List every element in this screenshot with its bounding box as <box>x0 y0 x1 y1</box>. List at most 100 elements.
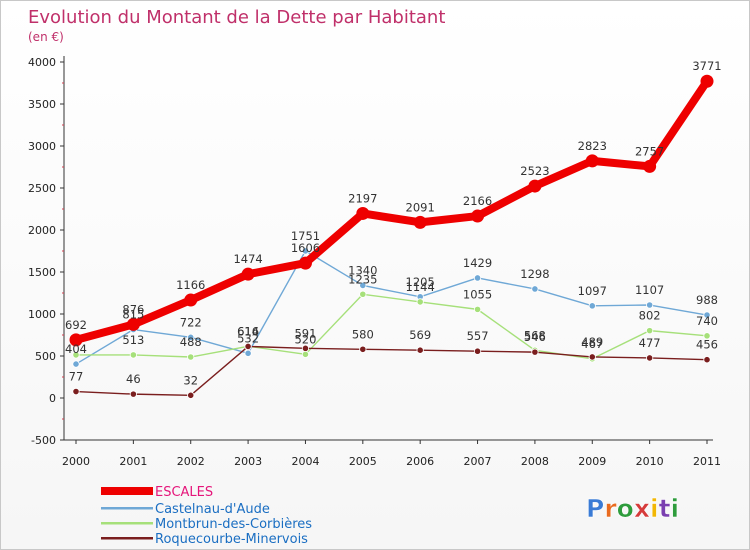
x-tick-label: 2005 <box>349 455 377 468</box>
data-point <box>359 345 367 353</box>
data-point <box>301 344 310 352</box>
legend-label: Castelnau-d'Aude <box>155 502 270 517</box>
y-tick-label: 3000 <box>28 140 56 153</box>
y-tick-label: 500 <box>35 350 56 363</box>
series-line <box>75 293 708 360</box>
data-label: 988 <box>696 293 718 307</box>
data-point <box>244 342 252 351</box>
y-tick-label: -500 <box>31 434 56 447</box>
data-label: 488 <box>180 335 202 349</box>
data-point <box>241 267 255 281</box>
series-line <box>72 77 711 344</box>
data-point <box>646 354 654 362</box>
data-label: 467 <box>581 337 603 351</box>
axes: -500 0 500 1000 1500 2000 2500 3000 3500 4000 2000… <box>28 56 721 468</box>
legend-label: Montbrun-des-Corbières <box>155 517 312 532</box>
data-labels: 404 815 722 532 1751 1340 1205 1429 1298 1097 1107… <box>65 59 722 387</box>
data-label: 546 <box>524 330 546 344</box>
data-point <box>187 353 195 361</box>
data-label: 569 <box>409 328 431 342</box>
legend-swatch <box>101 522 153 525</box>
series-lines <box>72 77 711 397</box>
y-tick-label: 0 <box>49 392 56 405</box>
data-label: 1751 <box>291 229 320 243</box>
y-tick-label: 3500 <box>28 98 56 111</box>
data-label: 1144 <box>406 280 435 294</box>
x-tick-label: 2007 <box>464 455 492 468</box>
data-point <box>413 215 427 229</box>
data-label: 2823 <box>578 139 607 153</box>
data-point <box>588 302 596 310</box>
data-label: 802 <box>639 309 661 323</box>
legend-swatch <box>101 537 153 540</box>
data-label: 1107 <box>635 283 664 297</box>
legend-label: ESCALES <box>155 485 213 500</box>
data-point <box>416 298 424 306</box>
data-label: 513 <box>122 333 144 347</box>
data-point <box>301 247 310 255</box>
data-label: 815 <box>122 308 144 322</box>
legend-swatch <box>101 507 153 510</box>
data-point <box>700 74 714 88</box>
data-label: 532 <box>237 331 259 345</box>
data-point <box>528 179 542 193</box>
data-label: 591 <box>294 326 316 340</box>
data-label: 740 <box>696 314 718 328</box>
data-label: 1606 <box>291 241 320 255</box>
y-tick-label: 1500 <box>28 266 56 279</box>
data-label: 477 <box>639 336 661 350</box>
y-tick-label: 2000 <box>28 224 56 237</box>
data-label: 520 <box>294 332 316 346</box>
data-point <box>356 206 370 220</box>
data-label: 614 <box>237 324 259 338</box>
y-tick-label: 4000 <box>28 56 56 69</box>
data-label: 616 <box>237 324 259 338</box>
data-label: 1474 <box>233 252 262 266</box>
y-tick-label: 2500 <box>28 182 56 195</box>
x-tick-label: 2004 <box>291 455 319 468</box>
data-label: 77 <box>69 370 84 384</box>
data-point <box>72 387 80 396</box>
data-point <box>244 349 252 357</box>
data-point <box>129 351 137 359</box>
series-line <box>75 250 708 365</box>
data-label: 1340 <box>348 263 377 277</box>
data-point <box>298 256 312 270</box>
data-label: 1235 <box>348 272 377 286</box>
data-point <box>703 332 711 340</box>
data-point <box>471 209 485 223</box>
data-point <box>301 350 310 358</box>
series-points <box>69 74 714 399</box>
data-point <box>643 159 657 173</box>
data-label: 2166 <box>463 194 492 208</box>
data-label: 1298 <box>520 267 549 281</box>
x-tick-label: 2008 <box>521 455 549 468</box>
x-tick-label: 2009 <box>578 455 606 468</box>
data-point <box>531 348 539 356</box>
series-line <box>75 345 708 397</box>
data-point <box>187 391 195 399</box>
data-label: 3771 <box>692 59 721 73</box>
data-label: 1205 <box>406 275 435 289</box>
data-label: 404 <box>65 342 87 356</box>
data-point <box>359 281 367 290</box>
data-label: 46 <box>126 372 141 386</box>
data-point <box>585 154 599 168</box>
data-point <box>588 353 596 361</box>
data-label: 722 <box>180 315 202 329</box>
data-point <box>703 311 711 319</box>
proxiti-logo: Proxiti <box>586 494 680 524</box>
data-label: 2197 <box>348 191 377 205</box>
legend-label: Roquecourbe-Minervois <box>155 532 308 547</box>
x-tick-label: 2003 <box>234 455 262 468</box>
data-point <box>416 346 424 354</box>
data-label: 568 <box>524 328 546 342</box>
data-label: 557 <box>467 329 489 343</box>
chart-unit: (en €) <box>28 30 64 44</box>
data-point <box>646 327 654 335</box>
data-point <box>473 305 482 313</box>
data-label: 32 <box>183 373 198 387</box>
data-label: 876 <box>122 302 144 316</box>
x-tick-label: 2002 <box>177 455 205 468</box>
